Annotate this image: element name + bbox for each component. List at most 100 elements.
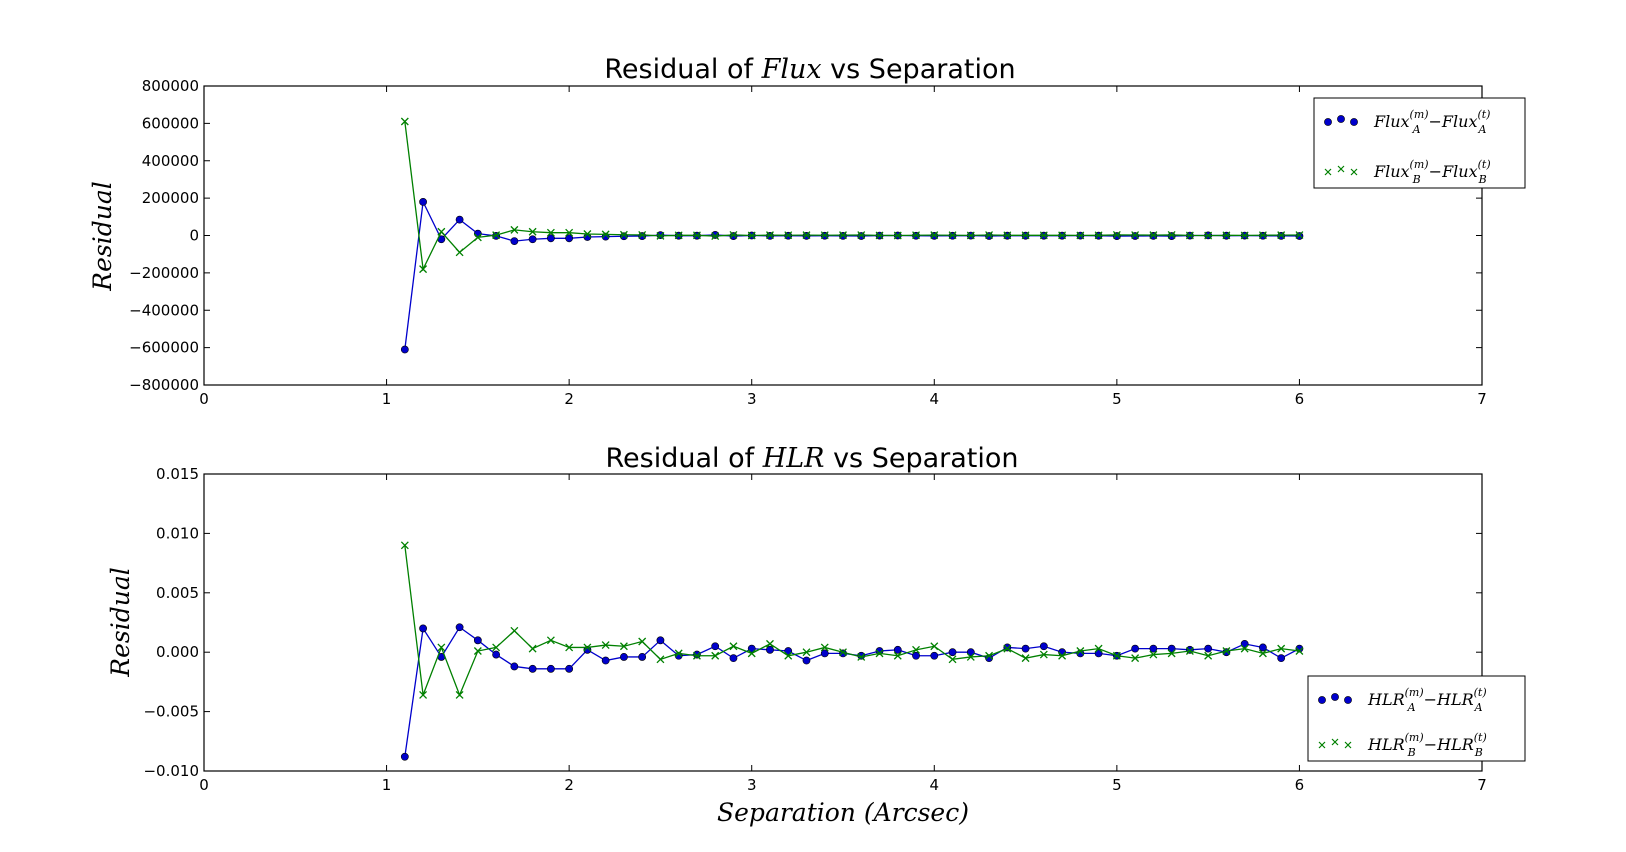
flux-data-point	[966, 231, 975, 240]
hlr-legend-dot	[1318, 696, 1326, 704]
hlr-data-point	[985, 651, 994, 660]
hlr-data-point	[893, 645, 902, 654]
flux-data-point	[656, 231, 665, 240]
flux-data-point	[784, 231, 793, 240]
flux-legend-dot	[1350, 118, 1358, 126]
flux-data-point	[619, 230, 628, 239]
flux-legend-marker-a	[1324, 115, 1358, 126]
hlr-series-line	[404, 545, 1300, 697]
flux-data-point	[638, 232, 647, 240]
hlr-data-point	[966, 648, 975, 657]
flux-y-tick-label: 800000	[142, 77, 199, 95]
flux-data-point	[455, 248, 464, 257]
hlr-legend-marker-b	[1318, 738, 1352, 749]
flux-data-point	[729, 230, 738, 239]
hlr-data-point	[400, 752, 409, 761]
flux-legend-marker-b	[1324, 165, 1358, 176]
hlr-data-point	[692, 651, 701, 660]
flux-data-point	[893, 231, 902, 240]
flux-data-point	[1039, 231, 1048, 240]
hlr-data-point	[492, 650, 501, 659]
hlr-y-tick-label: 0.000	[156, 643, 199, 661]
hlr-residual-chart: Residual of HLR vs Separation Residual S…	[106, 443, 1526, 827]
hlr-data-point	[473, 636, 482, 645]
flux-data-point	[455, 215, 464, 224]
flux-data-point	[1021, 231, 1030, 240]
flux-y-tick-label: −400000	[129, 301, 199, 319]
hlr-plot-marks	[400, 541, 1304, 761]
flux-data-point	[766, 231, 774, 240]
flux-data-point	[948, 231, 957, 240]
flux-x-tick-label: 2	[564, 390, 574, 408]
hlr-data-point	[1295, 647, 1304, 655]
hlr-data-point	[455, 623, 464, 632]
flux-data-point	[1167, 232, 1176, 240]
flux-data-point	[473, 229, 482, 238]
hlr-data-point	[1240, 644, 1249, 653]
hlr-data-point	[620, 653, 628, 661]
flux-data-point	[839, 231, 847, 240]
flux-chart-title: Residual of Flux vs Separation	[604, 54, 1015, 85]
flux-x-tick-label: 3	[747, 390, 757, 408]
flux-data-point	[747, 231, 756, 240]
hlr-data-point	[400, 541, 409, 550]
flux-data-point	[1222, 231, 1231, 240]
hlr-data-point	[893, 651, 902, 660]
hlr-data-point	[1094, 649, 1103, 658]
flux-data-point	[528, 227, 537, 236]
flux-data-point	[473, 233, 482, 242]
hlr-data-point	[966, 652, 975, 661]
hlr-x-tick-label: 6	[1295, 776, 1305, 794]
hlr-data-point	[930, 642, 939, 651]
hlr-data-point	[1204, 644, 1213, 653]
flux-data-point	[875, 231, 884, 240]
hlr-data-point	[1003, 644, 1012, 653]
flux-data-point	[1058, 231, 1067, 240]
hlr-data-point	[784, 647, 793, 655]
hlr-data-point	[565, 643, 574, 652]
flux-data-point	[565, 228, 574, 237]
hlr-data-point	[437, 643, 446, 652]
hlr-legend-cross	[1331, 738, 1339, 746]
hlr-data-point	[1258, 649, 1267, 658]
flux-x-tick-label: 6	[1295, 390, 1305, 408]
hlr-data-point	[857, 652, 866, 661]
hlr-data-point	[802, 648, 811, 657]
hlr-data-point	[1240, 639, 1249, 648]
hlr-data-point	[1076, 647, 1085, 655]
hlr-data-point	[729, 642, 738, 651]
hlr-data-point	[656, 636, 665, 645]
flux-data-point	[857, 231, 866, 239]
flux-plot-marks	[400, 117, 1304, 354]
hlr-legend-dot	[1331, 693, 1339, 701]
hlr-data-point	[674, 649, 683, 658]
flux-y-tick-label: 400000	[142, 152, 199, 170]
hlr-x-tick-label: 0	[199, 776, 209, 794]
flux-data-point	[912, 231, 920, 240]
flux-data-point	[1003, 231, 1012, 240]
flux-data-point	[711, 231, 720, 239]
hlr-data-point	[711, 651, 720, 660]
flux-data-point	[400, 345, 409, 354]
flux-data-point	[985, 232, 993, 240]
flux-data-point	[1131, 232, 1140, 240]
flux-y-tick-label: −800000	[129, 376, 199, 394]
flux-data-point	[638, 230, 647, 239]
hlr-axis-ticks: 0 1 2 3 4 5 6 7 −0.010 −0.005 0.000 0.005 0.010 0.015	[143, 465, 1486, 794]
flux-legend: Flux(m) A −Flux(t) A Flux(m) B −Flux(t) B	[1313, 97, 1526, 189]
hlr-x-tick-label: 2	[564, 776, 574, 794]
flux-legend-label-a: Flux(m) A −Flux(t) A	[1373, 108, 1490, 136]
hlr-data-point	[473, 647, 482, 655]
hlr-data-point	[693, 650, 701, 659]
flux-data-point	[620, 232, 628, 241]
hlr-data-point	[711, 642, 720, 651]
flux-data-point	[820, 231, 829, 240]
hlr-data-point	[766, 645, 774, 654]
flux-data-point	[1295, 232, 1304, 240]
flux-y-tick-label: 200000	[142, 189, 199, 207]
flux-data-point	[930, 231, 939, 240]
flux-data-point	[400, 117, 409, 126]
flux-x-tick-label: 0	[199, 390, 209, 408]
hlr-data-point	[1204, 651, 1213, 660]
